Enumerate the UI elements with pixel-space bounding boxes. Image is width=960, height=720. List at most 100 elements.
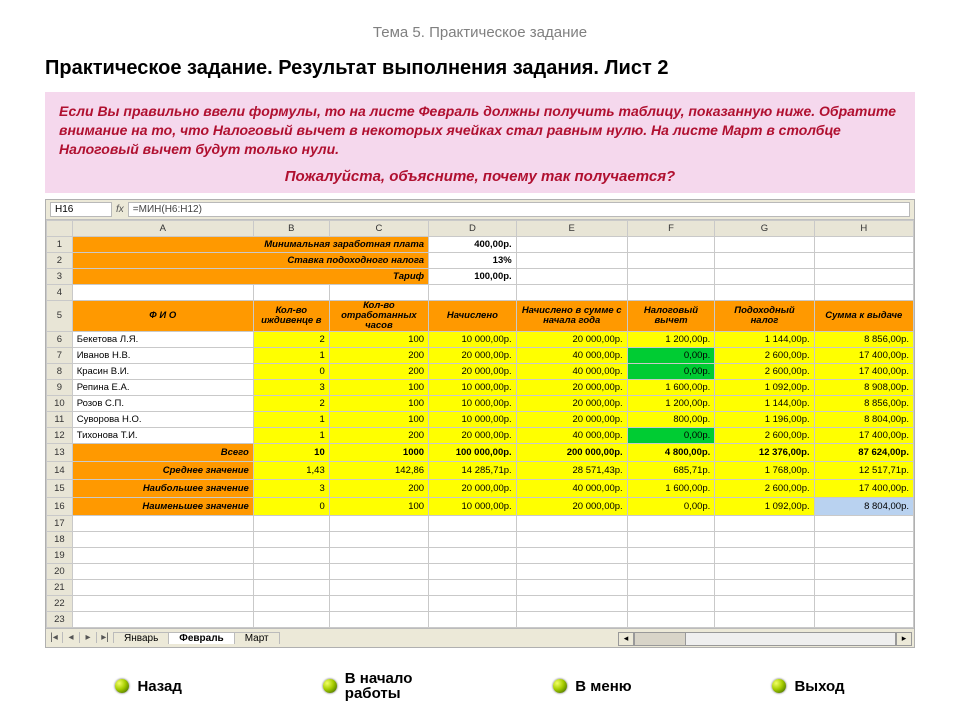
data-cell[interactable]: 1 196,00р. [715,411,814,427]
row-header-3[interactable]: 3 [47,268,73,284]
table-column-header[interactable]: Сумма к выдаче [814,300,913,331]
row-header-20[interactable]: 20 [47,563,73,579]
row-header-21[interactable]: 21 [47,579,73,595]
row-header-19[interactable]: 19 [47,547,73,563]
nav-link[interactable]: В меню [553,678,631,695]
row-header-6[interactable]: 6 [47,331,73,347]
summary-cell[interactable]: 1 600,00р. [627,479,715,497]
formula-input[interactable]: =МИН(H6:H12) [128,202,910,217]
tab-nav-first[interactable]: |◂ [46,632,63,643]
col-header-G[interactable]: G [715,220,814,236]
data-cell[interactable]: 2 [253,331,329,347]
table-column-header[interactable]: Подоходный налог [715,300,814,331]
table-column-header[interactable]: Ф И О [72,300,253,331]
row-header-15[interactable]: 15 [47,479,73,497]
row-header-23[interactable]: 23 [47,611,73,627]
summary-cell[interactable]: 100 [329,497,428,515]
data-cell[interactable]: 20 000,00р. [516,379,627,395]
data-cell[interactable]: 0 [253,363,329,379]
summary-cell[interactable]: 200 000,00р. [516,443,627,461]
name-cell[interactable]: Бекетова Л.Я. [72,331,253,347]
summary-cell[interactable]: 20 000,00р. [516,497,627,515]
nav-link[interactable]: Выход [772,678,844,695]
data-cell[interactable]: 3 [253,379,329,395]
data-cell[interactable]: 20 000,00р. [516,331,627,347]
param-label[interactable]: Минимальная заработная плата [72,236,428,252]
param-label[interactable]: Тариф [72,268,428,284]
data-cell[interactable]: 17 400,00р. [814,363,913,379]
summary-cell[interactable]: 1000 [329,443,428,461]
summary-cell[interactable]: 0 [253,497,329,515]
table-column-header[interactable]: Начислено [429,300,517,331]
row-header-5[interactable]: 5 [47,300,73,331]
data-cell[interactable]: 8 856,00р. [814,331,913,347]
summary-cell[interactable]: 4 800,00р. [627,443,715,461]
horizontal-scrollbar[interactable]: ◂ ▸ [618,633,912,645]
data-cell[interactable]: 2 600,00р. [715,363,814,379]
name-cell[interactable]: Тихонова Т.И. [72,427,253,443]
name-cell[interactable]: Розов С.П. [72,395,253,411]
data-cell[interactable]: 800,00р. [627,411,715,427]
col-header-H[interactable]: H [814,220,913,236]
summary-cell[interactable]: 10 [253,443,329,461]
summary-cell[interactable]: 12 517,71р. [814,461,913,479]
corner-cell[interactable] [47,220,73,236]
data-cell[interactable]: 20 000,00р. [516,411,627,427]
data-cell[interactable]: 1 [253,347,329,363]
data-cell[interactable]: 200 [329,347,428,363]
cell-reference-box[interactable]: H16 [50,202,112,217]
summary-cell[interactable]: 3 [253,479,329,497]
summary-cell[interactable]: 685,71р. [627,461,715,479]
row-header-4[interactable]: 4 [47,284,73,300]
data-cell[interactable]: 1 600,00р. [627,379,715,395]
data-cell[interactable]: 20 000,00р. [429,427,517,443]
sheet-tab-Февраль[interactable]: Февраль [169,632,234,644]
col-header-A[interactable]: A [72,220,253,236]
col-header-F[interactable]: F [627,220,715,236]
table-column-header[interactable]: Налоговый вычет [627,300,715,331]
sheet-tab-Январь[interactable]: Январь [114,632,169,644]
summary-cell[interactable]: 14 285,71р. [429,461,517,479]
summary-cell[interactable]: 142,86 [329,461,428,479]
data-cell[interactable]: 40 000,00р. [516,347,627,363]
summary-label[interactable]: Всего [72,443,253,461]
row-header-2[interactable]: 2 [47,252,73,268]
name-cell[interactable]: Красин В.И. [72,363,253,379]
param-value[interactable]: 100,00р. [429,268,517,284]
name-cell[interactable]: Суворова Н.О. [72,411,253,427]
row-header-14[interactable]: 14 [47,461,73,479]
data-cell[interactable]: 0,00р. [627,427,715,443]
param-value[interactable]: 13% [429,252,517,268]
data-cell[interactable]: 10 000,00р. [429,411,517,427]
col-header-B[interactable]: B [253,220,329,236]
data-cell[interactable]: 10 000,00р. [429,395,517,411]
row-header-1[interactable]: 1 [47,236,73,252]
data-cell[interactable]: 200 [329,427,428,443]
data-cell[interactable]: 100 [329,411,428,427]
data-cell[interactable]: 40 000,00р. [516,363,627,379]
data-cell[interactable]: 1 200,00р. [627,395,715,411]
summary-cell[interactable]: 200 [329,479,428,497]
data-cell[interactable]: 8 908,00р. [814,379,913,395]
row-header-18[interactable]: 18 [47,531,73,547]
data-cell[interactable]: 200 [329,363,428,379]
summary-cell[interactable]: 8 804,00р. [814,497,913,515]
data-cell[interactable]: 1 [253,427,329,443]
data-cell[interactable]: 40 000,00р. [516,427,627,443]
name-cell[interactable]: Иванов Н.В. [72,347,253,363]
data-cell[interactable]: 20 000,00р. [429,347,517,363]
sheet-tab-Март[interactable]: Март [235,632,280,644]
tab-nav-prev[interactable]: ◂ [63,632,80,643]
summary-cell[interactable]: 40 000,00р. [516,479,627,497]
name-cell[interactable]: Репина Е.А. [72,379,253,395]
data-cell[interactable]: 1 [253,411,329,427]
nav-link[interactable]: В началоработы [323,671,413,703]
table-column-header[interactable]: Кол-во отработанных часов [329,300,428,331]
data-cell[interactable]: 2 600,00р. [715,427,814,443]
row-header-10[interactable]: 10 [47,395,73,411]
data-cell[interactable]: 1 144,00р. [715,395,814,411]
summary-cell[interactable]: 87 624,00р. [814,443,913,461]
data-cell[interactable]: 20 000,00р. [429,363,517,379]
data-cell[interactable]: 100 [329,379,428,395]
tab-nav-next[interactable]: ▸ [80,632,97,643]
